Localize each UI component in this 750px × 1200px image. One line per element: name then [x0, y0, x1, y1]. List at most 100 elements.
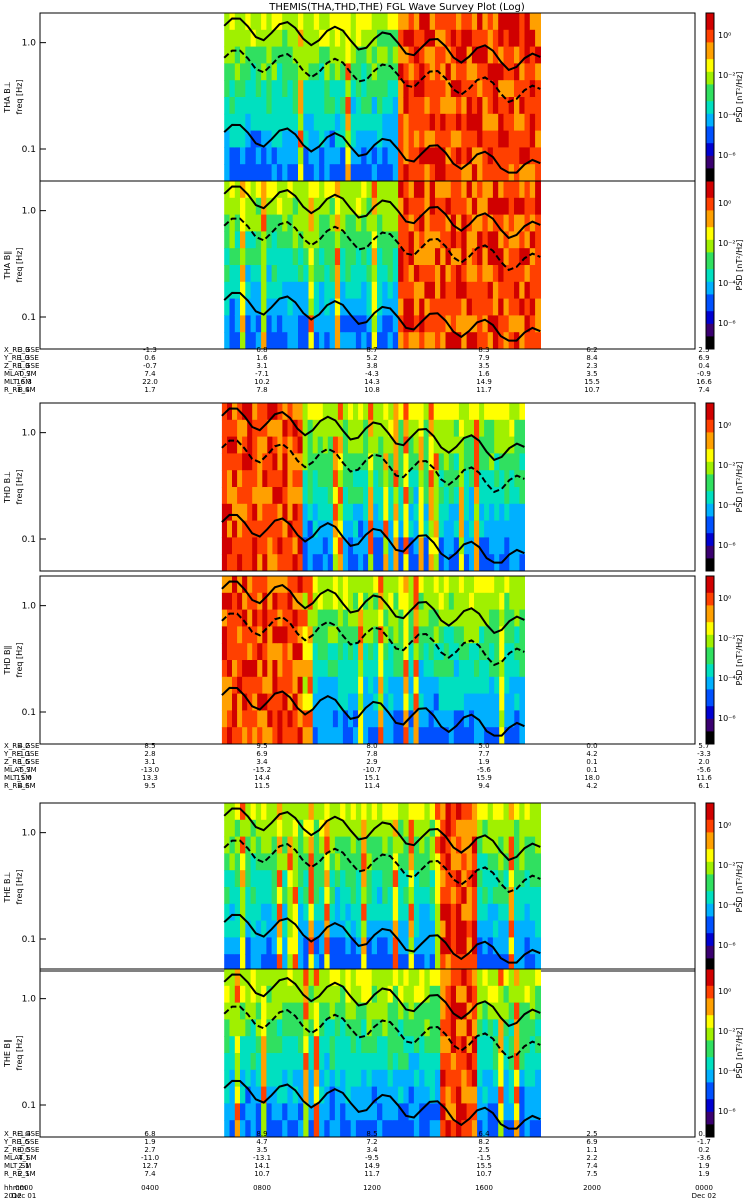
spectrogram-cell [477, 181, 483, 199]
spectrogram-cell [358, 520, 364, 538]
spectrogram-cell [282, 576, 288, 594]
spectrogram-cell [298, 937, 304, 955]
spectrogram-cell [361, 13, 368, 31]
spectrogram-cell [450, 197, 457, 216]
spectrogram-cell [224, 954, 231, 971]
spectrogram-cell [234, 181, 241, 199]
spectrogram-cell [524, 29, 531, 48]
spectrogram-cell [292, 231, 299, 249]
spectrogram-cell [487, 298, 494, 316]
spectrogram-cell [471, 29, 478, 48]
spectrogram-cell [393, 503, 399, 522]
spectrogram-cell [377, 969, 383, 987]
spectrogram-cell [361, 265, 368, 283]
colorbar-segment [706, 866, 714, 871]
spectrogram-cell [392, 1086, 399, 1104]
spectrogram-cell [408, 470, 415, 488]
spectrogram-cell [471, 803, 478, 821]
spectrogram-cell [494, 676, 500, 695]
spectrogram-cell [355, 265, 362, 283]
spectrogram-cell [413, 503, 420, 522]
spectrogram-cell [524, 46, 531, 64]
spectrogram-cell [408, 969, 415, 987]
spectrogram-cell [340, 332, 346, 349]
spectrogram-cell [503, 315, 510, 333]
spectrogram-cell [322, 609, 329, 627]
spectrogram-cell [287, 643, 294, 661]
spectrogram-cell [482, 1120, 489, 1137]
spectrogram-cell [298, 46, 304, 64]
spectrogram-cell [448, 487, 455, 505]
spectrogram-cell [403, 710, 409, 728]
spectrogram-cell [250, 197, 257, 216]
spectrogram-cell [492, 315, 499, 333]
spectrogram-cell [240, 315, 246, 333]
spectrogram-cell [245, 214, 252, 232]
spectrogram-cell [448, 676, 455, 695]
spectrogram-cell [461, 214, 468, 232]
spectrogram-cell [378, 554, 384, 571]
spectrogram-cell [471, 903, 478, 922]
spectrogram-cell [461, 969, 468, 987]
spectrogram-cell [287, 97, 294, 115]
colorbar-segment [706, 903, 714, 909]
spectrogram-cell [361, 1019, 368, 1037]
spectrogram-cell [456, 315, 462, 333]
spectrogram-cell [332, 609, 339, 627]
spectrogram-cell [355, 1053, 362, 1071]
spectrogram-cell [398, 315, 404, 333]
spectrogram-cell [345, 1069, 352, 1088]
spectrogram-cell [240, 985, 246, 1004]
spectrogram-cell [371, 265, 378, 283]
colorbar-segment [706, 160, 714, 165]
spectrogram-cell [477, 803, 483, 821]
spectrogram-cell [519, 727, 525, 744]
spectrogram-cell [345, 298, 352, 316]
spectrogram-cell [479, 710, 485, 728]
spectrogram-cell [276, 1019, 283, 1037]
spectrogram-cell [262, 609, 268, 627]
spectrogram-cell [377, 1053, 383, 1071]
spectrogram-cell [388, 503, 394, 522]
spectrogram-cell [466, 1103, 473, 1121]
spectrogram-cell [247, 676, 253, 695]
spectrogram-cell [492, 113, 499, 132]
spectrogram-cell [324, 969, 331, 987]
spectrogram-cell [358, 403, 364, 421]
spectrogram-cell [504, 609, 510, 627]
spectrogram-cell [255, 80, 262, 98]
spectrogram-cell [503, 147, 510, 165]
spectrogram-cell [487, 853, 494, 871]
ephemeris-value: 6.9 [698, 354, 709, 362]
spectrogram-cell [445, 332, 452, 349]
spectrogram-cell [350, 1036, 357, 1054]
spectrogram-cell [524, 969, 531, 987]
spectrogram-cell [387, 870, 394, 888]
spectrogram-cell [282, 520, 288, 538]
spectrogram-cell [498, 903, 505, 922]
spectrogram-cell [287, 1069, 294, 1088]
spectrogram-cell [324, 181, 331, 199]
ephemeris-value: -1.4 [17, 1130, 31, 1138]
spectrogram-cell [261, 97, 267, 115]
spectrogram-cell [487, 1086, 494, 1104]
spectrogram-cell [382, 46, 389, 64]
spectrogram-cell [324, 937, 331, 955]
spectrogram-cell [413, 197, 420, 216]
spectrogram-cell [504, 576, 510, 594]
spectrogram-cell [392, 803, 399, 821]
spectrogram-cell [413, 1053, 420, 1071]
spectrogram-cell [340, 1002, 346, 1020]
spectrogram-cell [387, 281, 394, 300]
spectrogram-cell [297, 592, 304, 611]
spectrogram-cell [535, 147, 541, 165]
spectrogram-cell [503, 870, 510, 888]
colorbar-segment [706, 71, 714, 77]
spectrogram-cell [504, 660, 510, 678]
spectrogram-cell [519, 214, 526, 232]
spectrogram-cell [221, 503, 228, 522]
spectrogram-cell [492, 63, 499, 81]
spectrogram-cell [308, 1019, 315, 1037]
ephemeris-value: -1.1 [17, 750, 31, 758]
colorbar-segment [706, 478, 714, 484]
